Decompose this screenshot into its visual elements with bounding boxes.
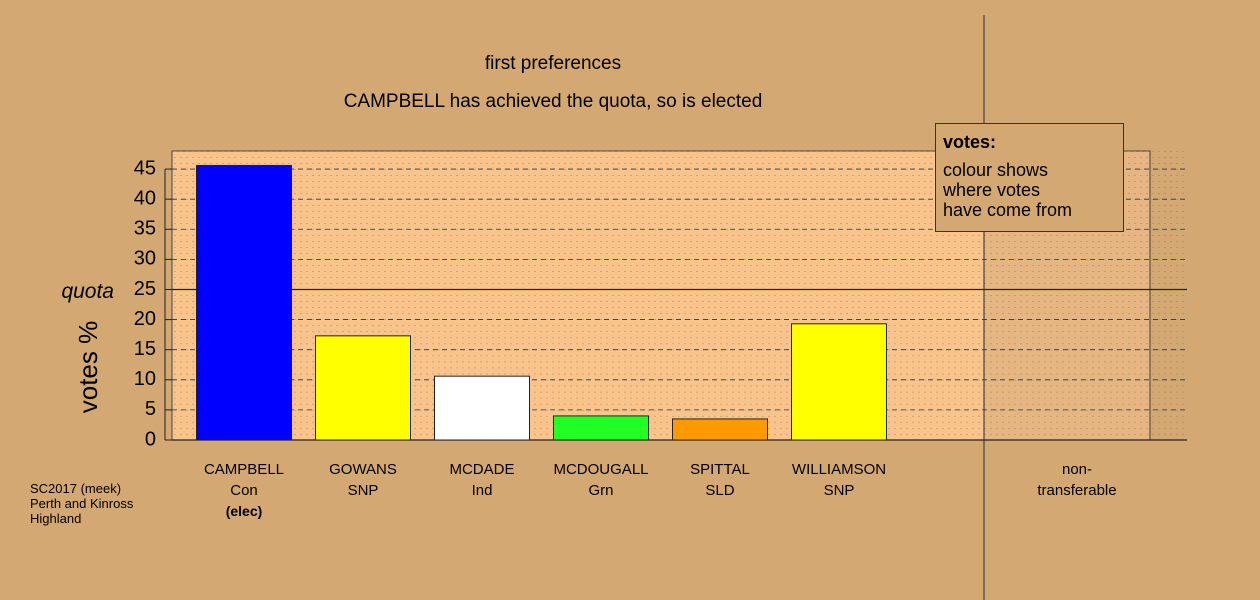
y-tick-label: 45 bbox=[134, 157, 156, 179]
chart-subtitle: CAMPBELL has achieved the quota, so is e… bbox=[344, 91, 763, 112]
bar bbox=[672, 418, 768, 441]
y-tick-label: 10 bbox=[134, 368, 156, 390]
y-tick-label: 35 bbox=[134, 218, 156, 240]
y-tick-label: 40 bbox=[134, 187, 156, 209]
y-tick-label: 5 bbox=[145, 398, 156, 420]
bar bbox=[553, 415, 649, 441]
legend-line: colour shows bbox=[943, 160, 1049, 180]
y-tick-label: 20 bbox=[134, 308, 156, 330]
x-tick-label: SPITTAL SLD bbox=[690, 461, 750, 499]
legend-line: where votes bbox=[943, 180, 1041, 200]
status-label: (elec) bbox=[225, 503, 263, 519]
x-tick-label: MCDOUGALL Grn bbox=[553, 461, 649, 499]
bar bbox=[315, 335, 411, 441]
chart-title: first preferences bbox=[485, 53, 621, 74]
bar bbox=[196, 164, 292, 441]
quota-label: quota bbox=[61, 280, 114, 303]
legend-line: have come from bbox=[943, 200, 1073, 220]
y-tick-label: 25 bbox=[134, 278, 156, 300]
x-tick-label: non- transferable bbox=[1037, 461, 1117, 499]
y-axis-label: votes % bbox=[73, 321, 103, 414]
y-tick-label: 0 bbox=[145, 428, 156, 450]
x-tick-label: GOWANS SNP bbox=[329, 461, 397, 499]
bar bbox=[434, 375, 530, 441]
note: Highland bbox=[30, 511, 82, 526]
note: SC2017 (meek) bbox=[30, 481, 122, 496]
note: Perth and Kinross bbox=[30, 496, 134, 511]
x-tick-label: CAMPBELL Con bbox=[203, 461, 285, 499]
y-tick-label: 15 bbox=[134, 338, 156, 360]
legend-title: votes: bbox=[943, 132, 997, 152]
legend: votes: colour shows where votes have com… bbox=[935, 123, 1124, 232]
x-tick-label: WILLIAMSON SNP bbox=[791, 461, 887, 499]
x-tick-label: MCDADE Ind bbox=[449, 461, 515, 499]
y-tick-label: 30 bbox=[134, 248, 156, 270]
bar bbox=[791, 323, 887, 441]
